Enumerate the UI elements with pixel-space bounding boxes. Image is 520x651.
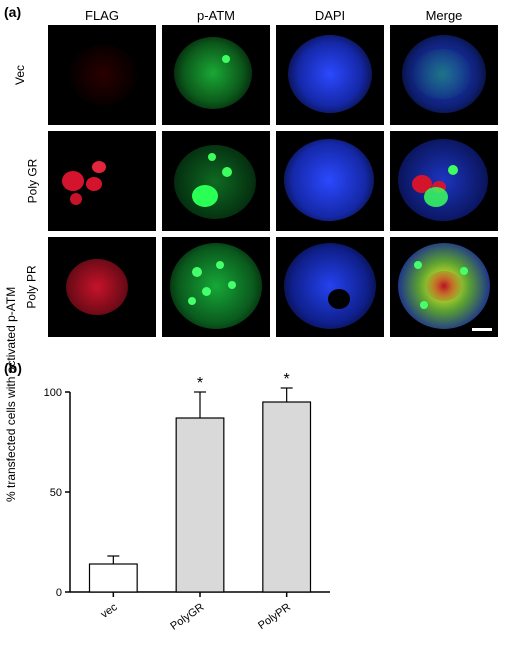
cell-vec-dapi (276, 25, 384, 125)
cell-pr-merge (390, 237, 498, 337)
cell-pr-patm (162, 237, 270, 337)
col-header-flag: FLAG (48, 8, 156, 23)
cell-gr-flag (48, 131, 156, 231)
row-label-polygr: Poly GR (25, 159, 39, 204)
svg-text:*: * (284, 372, 290, 388)
row-label-polypr: Poly PR (25, 265, 39, 308)
micro-row-polygr: Poly GR (48, 131, 500, 231)
cell-vec-patm (162, 25, 270, 125)
y-axis-label: % transfected cells with activated p-ATM (4, 287, 18, 502)
svg-text:*: * (197, 375, 203, 392)
cell-vec-flag (48, 25, 156, 125)
svg-text:100: 100 (44, 387, 62, 399)
micro-row-vec: Vec (48, 25, 500, 125)
svg-text:0: 0 (56, 587, 62, 599)
column-headers: FLAG p-ATM DAPI Merge (48, 8, 500, 23)
cell-pr-dapi (276, 237, 384, 337)
scale-bar (472, 328, 492, 331)
panel-a-label: (a) (4, 4, 21, 20)
chart-svg: 0 50 100 vec * PolyGR * PolyPR (20, 372, 340, 632)
svg-text:PolyPR: PolyPR (256, 601, 293, 632)
col-header-patm: p-ATM (162, 8, 270, 23)
cell-gr-patm (162, 131, 270, 231)
svg-text:vec: vec (99, 601, 120, 621)
micro-row-polypr: Poly PR (48, 237, 500, 337)
col-header-merge: Merge (390, 8, 498, 23)
bar-chart: % transfected cells with activated p-ATM… (20, 372, 340, 632)
cell-vec-merge (390, 25, 498, 125)
row-label-vec: Vec (13, 65, 27, 85)
cell-gr-dapi (276, 131, 384, 231)
col-header-dapi: DAPI (276, 8, 384, 23)
svg-text:50: 50 (50, 487, 62, 499)
svg-text:PolyGR: PolyGR (168, 601, 206, 632)
cell-pr-flag (48, 237, 156, 337)
microscopy-grid: FLAG p-ATM DAPI Merge Vec Poly GR (48, 8, 500, 343)
cell-gr-merge (390, 131, 498, 231)
